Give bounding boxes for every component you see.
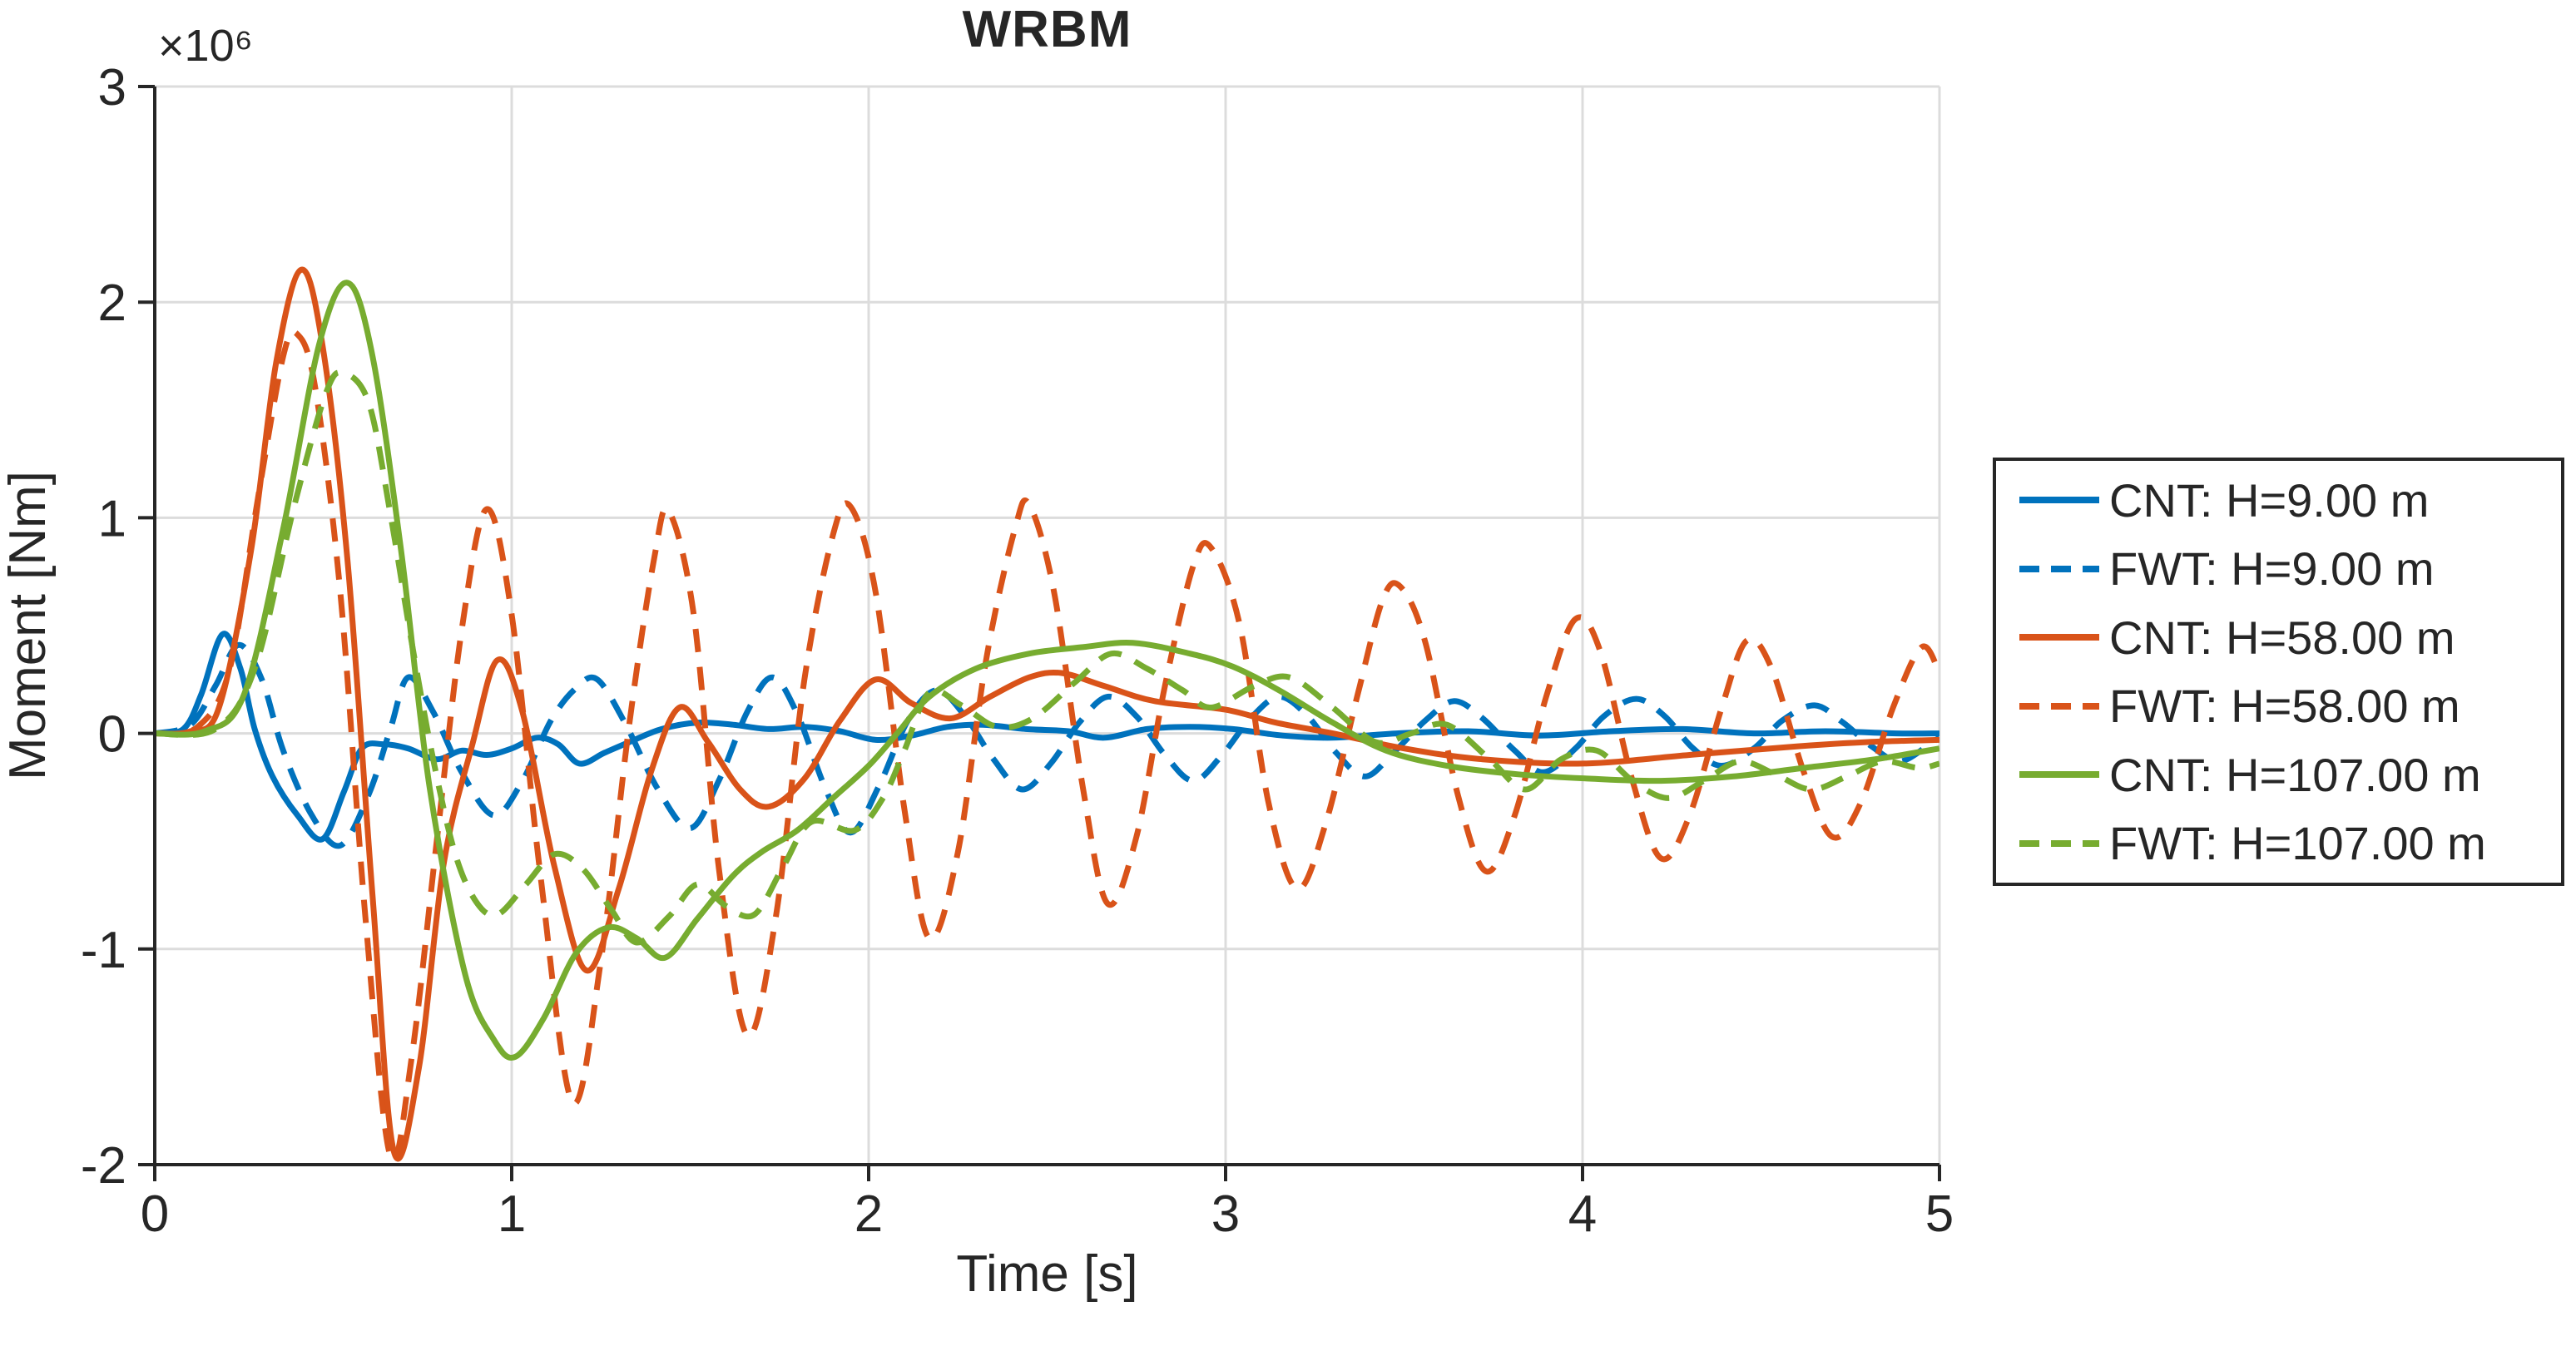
chart-title: WRBM	[962, 1, 1132, 58]
series-line-fwt-h-58-00-m	[155, 329, 1939, 1164]
legend-line-sample-solid	[2019, 771, 2099, 779]
y-tick-label: -2	[81, 1137, 126, 1195]
y-tick-label: 3	[98, 59, 126, 116]
x-tick-label: 5	[1925, 1185, 1954, 1243]
legend-line-sample-dashed	[2019, 702, 2099, 710]
legend-entry: CNT: H=107.00 m	[2018, 748, 2561, 802]
y-tick-label: 2	[98, 275, 126, 332]
x-tick-label: 0	[141, 1185, 169, 1243]
x-tick-label: 4	[1568, 1185, 1597, 1243]
series-line-cnt-h-58-00-m	[155, 266, 1939, 1162]
x-tick-label: 1	[498, 1185, 526, 1243]
legend-line-sample-solid	[2019, 634, 2099, 641]
y-tick-labels: 3 2 1 0 -1 -2	[81, 59, 126, 1195]
y-tick-label: 1	[98, 490, 126, 547]
legend-line-sample-dashed	[2019, 839, 2099, 847]
y-tick-label: -1	[81, 922, 126, 979]
x-tick-labels: 0 1 2 3 4 5	[141, 1185, 1954, 1243]
series-lines	[155, 266, 1939, 1164]
legend-entry: FWT: H=107.00 m	[2018, 816, 2561, 870]
y-axis-label: Moment [Nm]	[0, 470, 57, 781]
legend-label: CNT: H=107.00 m	[2109, 748, 2481, 801]
legend-label: FWT: H=107.00 m	[2109, 817, 2486, 870]
legend-line-sample-dashed	[2019, 565, 2099, 572]
x-tick-label: 3	[1211, 1185, 1240, 1243]
axis-lines-left-bottom	[153, 87, 1939, 1166]
legend-entry: FWT: H=9.00 m	[2018, 542, 2561, 596]
legend-label: CNT: H=58.00 m	[2109, 611, 2455, 664]
legend-label: CNT: H=9.00 m	[2109, 473, 2430, 527]
y-tick-label: 0	[98, 706, 126, 764]
legend-box: CNT: H=9.00 m FWT: H=9.00 m CNT: H=58.00 m…	[1993, 458, 2564, 886]
legend-label: FWT: H=9.00 m	[2109, 542, 2435, 596]
x-axis-label: Time [s]	[956, 1245, 1138, 1303]
y-axis-exponent-label: ×10⁶	[158, 21, 253, 71]
legend-entry: CNT: H=58.00 m	[2018, 611, 2561, 665]
legend-entry: CNT: H=9.00 m	[2018, 473, 2561, 527]
legend-label: FWT: H=58.00 m	[2109, 680, 2460, 733]
series-line-fwt-h-9-00-m	[155, 641, 1939, 849]
axes-lines	[138, 85, 1941, 1181]
legend-entry: FWT: H=58.00 m	[2018, 679, 2561, 733]
grid-lines	[155, 85, 1941, 1165]
legend-line-sample-solid	[2019, 497, 2099, 504]
x-tick-label: 2	[855, 1185, 883, 1243]
series-line-cnt-h-9-00-m	[155, 631, 1939, 843]
series-line-fwt-h-107-00-m	[155, 369, 1939, 946]
series-line-cnt-h-107-00-m	[155, 280, 1939, 1061]
